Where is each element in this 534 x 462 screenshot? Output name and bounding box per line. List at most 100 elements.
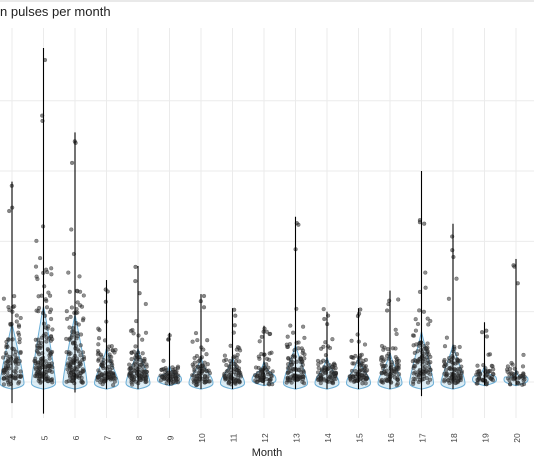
- data-point: [38, 379, 43, 384]
- data-point: [291, 330, 296, 335]
- x-tick-label: 7: [103, 435, 113, 440]
- data-point: [133, 279, 138, 284]
- data-point: [133, 360, 138, 365]
- data-point: [300, 348, 306, 353]
- data-point: [80, 380, 85, 385]
- data-point: [159, 367, 164, 372]
- data-point: [170, 365, 175, 370]
- data-point: [385, 353, 390, 358]
- data-point: [423, 365, 428, 370]
- data-point: [65, 367, 70, 372]
- data-point: [445, 372, 450, 377]
- data-point: [33, 264, 39, 269]
- data-point: [253, 373, 258, 378]
- data-point: [190, 373, 195, 378]
- data-point: [49, 272, 54, 277]
- data-point: [428, 354, 433, 359]
- data-point: [330, 337, 335, 342]
- data-point: [46, 324, 51, 329]
- data-point: [234, 355, 239, 360]
- data-point: [190, 339, 195, 344]
- data-point: [70, 375, 75, 381]
- data-point: [428, 360, 433, 365]
- data-point: [319, 360, 324, 365]
- x-axis-label: Month: [251, 447, 283, 459]
- data-point: [127, 362, 132, 367]
- data-point: [69, 335, 74, 340]
- data-point: [394, 331, 399, 337]
- data-point: [444, 368, 449, 373]
- data-point: [16, 381, 21, 386]
- x-tick-label: 18: [449, 433, 459, 443]
- data-point: [425, 341, 430, 346]
- data-point: [68, 314, 73, 319]
- data-point: [394, 360, 399, 365]
- data-point: [455, 372, 460, 377]
- data-point: [78, 353, 83, 358]
- chart-title: n pulses per month: [0, 4, 111, 19]
- data-point: [413, 364, 418, 369]
- month-group-20: [503, 258, 529, 387]
- data-point: [70, 326, 75, 331]
- data-point: [18, 369, 23, 374]
- data-point: [288, 323, 293, 328]
- data-point: [327, 345, 333, 351]
- x-tick-label: 6: [71, 435, 81, 440]
- data-point: [14, 357, 19, 362]
- data-point: [380, 366, 386, 371]
- data-point: [302, 356, 307, 361]
- data-point: [349, 338, 354, 343]
- data-point: [14, 366, 19, 371]
- data-point: [144, 379, 149, 384]
- data-point: [288, 375, 293, 380]
- data-point: [48, 307, 54, 312]
- data-point: [35, 276, 40, 282]
- data-point: [113, 347, 118, 352]
- data-point: [348, 376, 353, 382]
- data-point: [423, 346, 428, 351]
- data-point: [226, 381, 231, 386]
- data-point: [454, 276, 459, 281]
- data-point: [49, 266, 54, 271]
- data-point: [363, 357, 368, 362]
- x-tick-label: 17: [418, 433, 428, 443]
- data-point: [318, 381, 323, 386]
- data-point: [299, 365, 304, 370]
- month-group-10: [188, 293, 214, 390]
- data-point: [66, 270, 71, 275]
- data-point: [509, 360, 514, 366]
- data-point: [413, 370, 418, 375]
- month-group-15: [345, 307, 372, 390]
- data-point: [424, 369, 429, 374]
- x-tick-label: 14: [323, 433, 333, 443]
- data-point: [5, 375, 10, 381]
- data-point: [139, 362, 144, 367]
- data-point: [191, 364, 196, 369]
- data-point: [238, 372, 243, 377]
- data-point: [108, 377, 113, 382]
- data-point: [458, 374, 463, 379]
- data-point: [194, 383, 199, 388]
- data-point: [459, 364, 464, 369]
- data-point: [484, 334, 489, 339]
- data-point: [235, 368, 240, 373]
- data-point: [107, 354, 112, 359]
- data-point: [96, 326, 101, 331]
- data-point: [204, 352, 209, 357]
- data-point: [357, 311, 362, 316]
- data-point: [296, 340, 301, 345]
- data-point: [444, 335, 449, 340]
- data-point: [78, 343, 83, 348]
- data-point: [425, 380, 431, 385]
- data-point: [520, 364, 526, 369]
- data-point: [98, 380, 103, 385]
- data-point: [258, 377, 263, 383]
- data-point: [233, 313, 238, 318]
- x-tick-label: 9: [166, 435, 176, 440]
- data-point: [166, 337, 171, 342]
- data-point: [422, 374, 427, 379]
- data-point: [80, 350, 86, 355]
- data-point: [16, 361, 21, 367]
- month-group-13: [282, 216, 309, 390]
- x-tick-label: 19: [481, 433, 491, 443]
